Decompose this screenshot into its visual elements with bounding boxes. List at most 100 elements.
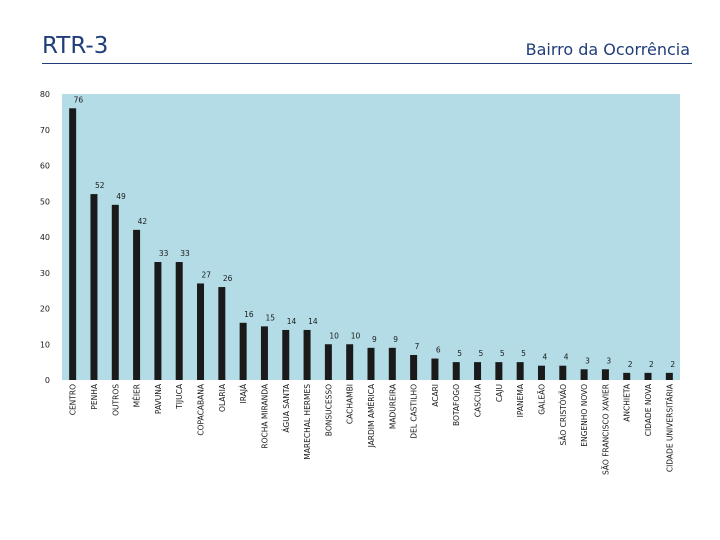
data-label: 2 [628, 360, 633, 369]
data-label: 52 [95, 181, 105, 190]
bar [239, 322, 247, 380]
category-label: TIJUCA [175, 383, 184, 410]
y-tick-label: 60 [40, 162, 50, 171]
category-label: OLARIA [218, 383, 227, 412]
category-label: BONSUCESSO [324, 384, 333, 436]
category-label: CIDADE NOVA [644, 383, 653, 436]
data-label: 5 [521, 349, 526, 358]
category-label: SÃO CRISTÓVÃO [559, 384, 568, 446]
data-label: 2 [649, 360, 654, 369]
category-label: CENTRO [69, 384, 78, 415]
data-label: 33 [180, 249, 190, 258]
category-label: COPACABANA [197, 383, 206, 435]
chart-title: RTR-3 [42, 33, 109, 59]
bar [474, 362, 482, 380]
category-label: SÃO FRANCISCO XAVIER [601, 384, 610, 475]
bar [665, 372, 673, 380]
bar [175, 262, 183, 380]
bar [623, 372, 631, 380]
data-label: 49 [116, 192, 126, 201]
category-label: ÁGUA SANTA [282, 383, 291, 432]
category-label: MÉIER [133, 384, 142, 407]
data-label: 6 [436, 346, 441, 355]
bar [367, 347, 375, 380]
plot-area [62, 94, 680, 380]
category-label: CAJU [495, 384, 504, 402]
category-label: MADUREIRA [388, 383, 397, 429]
category-label: PAVUNA [154, 383, 163, 414]
data-label: 14 [308, 317, 318, 326]
bar [197, 283, 205, 380]
bar [90, 194, 98, 380]
bar [537, 365, 545, 380]
data-label: 26 [223, 274, 233, 283]
bar [346, 344, 354, 380]
bar [111, 204, 119, 380]
data-label: 2 [670, 360, 675, 369]
data-label: 16 [244, 310, 254, 319]
bar [282, 329, 290, 380]
bar [601, 369, 609, 380]
bar [154, 262, 162, 380]
data-label: 3 [585, 356, 590, 365]
category-label: ENGENHO NOVO [580, 384, 589, 447]
category-label: MARECHAL HERMES [303, 384, 312, 460]
bar [580, 369, 588, 380]
bar [260, 326, 268, 380]
data-label: 33 [159, 249, 169, 258]
category-label: PENHA [90, 383, 99, 410]
data-label: 9 [372, 335, 377, 344]
bar [516, 362, 524, 380]
category-label: ANCHIETA [623, 383, 632, 422]
category-label: GALEÃO [537, 384, 546, 415]
category-label: CASCUIA [474, 383, 483, 417]
data-label: 5 [457, 349, 462, 358]
y-tick-label: 0 [45, 376, 50, 385]
y-tick-label: 50 [40, 197, 50, 206]
bar [218, 287, 226, 380]
data-label: 9 [393, 335, 398, 344]
data-label: 4 [542, 353, 547, 362]
bar [69, 108, 77, 381]
y-tick-label: 80 [40, 90, 50, 99]
bar [133, 229, 141, 380]
y-tick-label: 70 [40, 126, 50, 135]
category-label: CACHAMBI [346, 384, 355, 424]
y-tick-label: 20 [40, 305, 50, 314]
category-label: IRAJÁ [239, 383, 248, 403]
category-label: IPANEMA [516, 383, 525, 417]
bar [559, 365, 567, 380]
bar [324, 344, 332, 380]
data-label: 3 [606, 356, 611, 365]
bar [431, 358, 439, 380]
category-label: BOTAFOGO [452, 384, 461, 426]
data-label: 10 [351, 331, 361, 340]
data-label: 42 [138, 217, 148, 226]
category-label: DEL CASTILHO [410, 384, 419, 439]
category-label: ACARI [431, 384, 440, 407]
data-label: 4 [564, 353, 569, 362]
category-label: JARDIM AMÉRICA [367, 383, 376, 448]
y-tick-label: 40 [40, 233, 50, 242]
data-label: 27 [202, 270, 212, 279]
bar [644, 372, 652, 380]
y-tick-label: 30 [40, 269, 50, 278]
y-tick-label: 10 [40, 340, 50, 349]
chart-subtitle: Bairro da Ocorrência [525, 40, 690, 59]
data-label: 15 [265, 313, 275, 322]
bar [495, 362, 503, 380]
data-label: 14 [287, 317, 297, 326]
bar [410, 354, 418, 380]
category-label: CIDADE UNIVERSITÁRIA [665, 383, 674, 472]
bar [303, 329, 311, 380]
data-label: 7 [415, 342, 420, 351]
category-label: ROCHA MIRANDA [260, 383, 269, 448]
data-label: 5 [500, 349, 505, 358]
data-label: 76 [74, 95, 84, 104]
data-label: 10 [329, 331, 339, 340]
title-underline [42, 63, 692, 64]
bar [452, 362, 460, 380]
bar [388, 347, 396, 380]
data-label: 5 [479, 349, 484, 358]
